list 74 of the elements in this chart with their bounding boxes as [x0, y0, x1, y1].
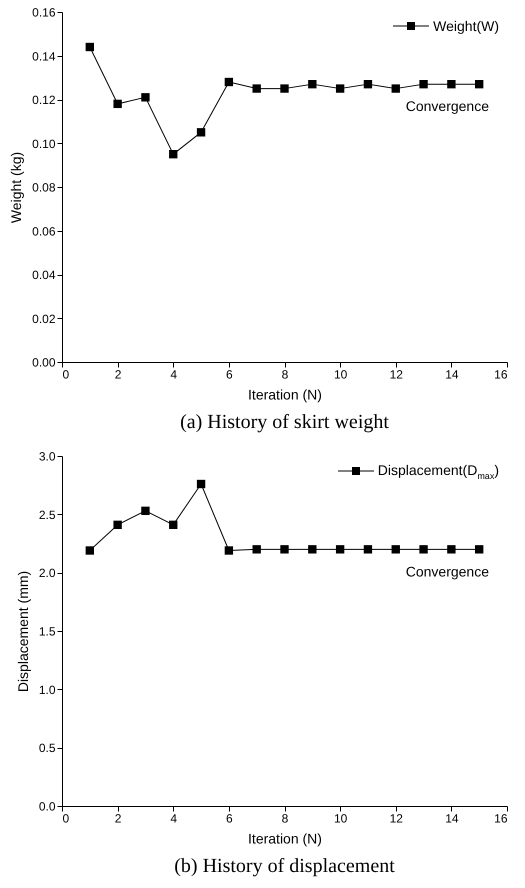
- point: [86, 546, 94, 555]
- point: [86, 42, 94, 52]
- y-tick-label: 2.5: [38, 508, 56, 522]
- point: [419, 80, 428, 88]
- x-axis-title: Iteration (N): [248, 386, 322, 402]
- y-tick-label: 0.5: [38, 741, 56, 756]
- point: [392, 545, 400, 554]
- x-tick-label: 14: [445, 812, 459, 826]
- y-tick-label: 1.0: [38, 682, 56, 697]
- point: [419, 545, 428, 554]
- point: [447, 545, 456, 554]
- point: [196, 480, 206, 488]
- y-tick-label: 0.0: [38, 800, 56, 814]
- annotation: Convergence: [406, 98, 490, 114]
- point: [169, 150, 178, 158]
- y-tick-label: 1.5: [38, 624, 56, 638]
- point: [252, 545, 261, 554]
- x-tick-label: 16: [494, 368, 508, 382]
- point: [364, 80, 372, 88]
- legend-label: Weight(W): [433, 18, 499, 34]
- x-tick-label: 10: [334, 368, 348, 382]
- point: [113, 520, 122, 530]
- point: [336, 84, 344, 93]
- point: [224, 546, 234, 555]
- x-axis-title: Iteration (N): [248, 830, 322, 846]
- y-tick-label: 0.08: [32, 180, 56, 194]
- x-tick-label: 8: [282, 368, 289, 382]
- point: [475, 80, 484, 88]
- x-tick-label: 6: [226, 368, 234, 382]
- y-tick-label: 0.14: [32, 49, 56, 64]
- x-tick-label: 2: [114, 368, 122, 382]
- point: [364, 545, 372, 554]
- text: (b) History of displacement: [174, 855, 396, 877]
- x-tick-label: 12: [390, 812, 404, 826]
- x-tick-label: 0: [62, 368, 70, 382]
- point: [141, 93, 150, 102]
- point: [169, 520, 178, 530]
- point: [141, 506, 150, 516]
- point: [113, 100, 122, 108]
- x-tick-label: 14: [445, 368, 459, 382]
- y-tick-label: 0.10: [32, 136, 56, 151]
- y-tick-label: 2.0: [38, 566, 56, 580]
- x-tick-label: 6: [226, 812, 234, 826]
- x-tick-label: 2: [114, 812, 122, 826]
- point: [252, 84, 261, 93]
- y-tick-label: 0.04: [32, 268, 56, 282]
- x-tick-label: 10: [334, 812, 348, 826]
- point: [196, 128, 206, 136]
- y-tick-label: 0.02: [32, 312, 56, 326]
- y-tick-label: 0.00: [32, 356, 56, 370]
- x-tick-label: 4: [170, 812, 178, 826]
- point: [308, 80, 316, 88]
- point: [336, 545, 344, 554]
- x-tick-label: 4: [170, 368, 178, 382]
- y-tick-label: 0.06: [32, 224, 56, 238]
- annotation: Convergence: [406, 563, 490, 580]
- y-tick-label: 0.12: [32, 93, 56, 107]
- point: [308, 545, 316, 554]
- point: [392, 84, 400, 93]
- point: [447, 80, 456, 88]
- point: [280, 84, 289, 93]
- point: [224, 78, 234, 86]
- y-axis-title: Weight (kg): [8, 152, 24, 224]
- text: (a) History of skirt weight: [180, 411, 390, 433]
- x-tick-label: 0: [62, 812, 70, 826]
- y-tick-label: 3.0: [38, 450, 56, 464]
- y-tick-label: 0.16: [32, 6, 56, 20]
- x-tick-label: 8: [282, 812, 289, 826]
- point: [475, 545, 484, 554]
- x-tick-label: 12: [390, 368, 404, 382]
- point: [280, 545, 289, 554]
- y-axis-title: Displacement (mm): [14, 570, 31, 692]
- legend-label: Displacement(D$_{max}$): [378, 462, 499, 481]
- x-tick-label: 16: [494, 812, 508, 826]
